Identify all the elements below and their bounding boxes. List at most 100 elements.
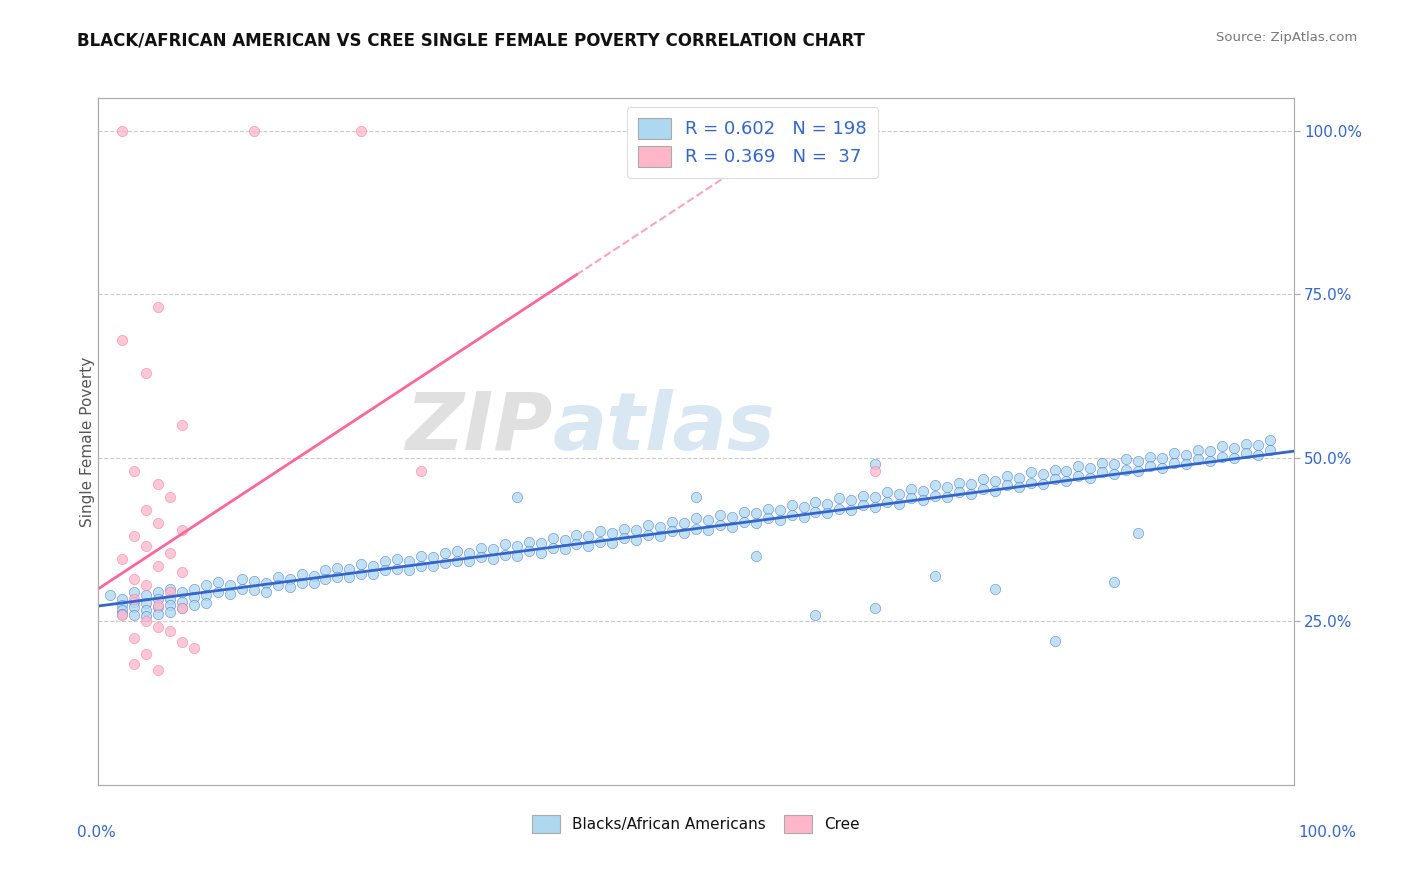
- Point: [363, 567, 385, 582]
- Point: [924, 568, 946, 582]
- Point: [554, 533, 576, 547]
- Point: [1163, 445, 1185, 459]
- Point: [481, 542, 505, 557]
- Point: [697, 523, 720, 537]
- Point: [278, 581, 301, 595]
- Point: [1258, 443, 1281, 458]
- Point: [243, 582, 266, 597]
- Point: [554, 542, 576, 557]
- Point: [1211, 450, 1233, 464]
- Point: [865, 500, 887, 514]
- Point: [111, 333, 134, 347]
- Point: [1043, 634, 1066, 648]
- Point: [363, 558, 385, 573]
- Point: [159, 585, 181, 599]
- Point: [243, 124, 266, 138]
- Point: [530, 536, 553, 550]
- Point: [111, 552, 134, 566]
- Point: [254, 576, 277, 591]
- Point: [530, 546, 553, 560]
- Point: [924, 478, 946, 492]
- Point: [995, 469, 1018, 483]
- Point: [159, 591, 181, 606]
- Text: 100.0%: 100.0%: [1299, 825, 1357, 840]
- Point: [1258, 433, 1281, 447]
- Point: [685, 490, 707, 504]
- Legend: Blacks/African Americans, Cree: Blacks/African Americans, Cree: [526, 809, 866, 839]
- Point: [673, 526, 696, 541]
- Point: [183, 582, 205, 596]
- Point: [697, 513, 720, 527]
- Point: [124, 464, 146, 478]
- Point: [1008, 470, 1031, 484]
- Point: [350, 124, 373, 138]
- Point: [589, 524, 612, 538]
- Point: [231, 582, 253, 596]
- Point: [626, 523, 648, 537]
- Point: [135, 596, 157, 610]
- Point: [960, 487, 983, 501]
- Point: [1234, 445, 1257, 459]
- Point: [124, 607, 146, 622]
- Point: [291, 567, 314, 582]
- Point: [124, 591, 146, 606]
- Point: [745, 549, 768, 563]
- Point: [267, 570, 290, 584]
- Point: [948, 484, 970, 499]
- Point: [159, 490, 181, 504]
- Point: [385, 562, 409, 576]
- Point: [422, 550, 444, 565]
- Point: [195, 578, 218, 592]
- Point: [172, 566, 194, 580]
- Point: [613, 531, 636, 545]
- Point: [745, 507, 768, 521]
- Point: [111, 598, 134, 612]
- Point: [124, 529, 146, 543]
- Point: [398, 563, 420, 577]
- Point: [972, 472, 994, 486]
- Point: [745, 516, 768, 531]
- Point: [589, 534, 612, 549]
- Point: [648, 529, 672, 543]
- Point: [124, 572, 146, 586]
- Point: [984, 483, 1007, 498]
- Point: [936, 480, 959, 494]
- Point: [148, 301, 170, 315]
- Point: [183, 640, 205, 655]
- Point: [1128, 464, 1150, 478]
- Point: [1139, 458, 1161, 473]
- Point: [1067, 469, 1090, 483]
- Point: [422, 558, 444, 573]
- Point: [231, 572, 253, 586]
- Text: 0.0%: 0.0%: [77, 825, 117, 840]
- Point: [124, 585, 146, 599]
- Point: [267, 578, 290, 592]
- Point: [648, 519, 672, 533]
- Point: [1104, 575, 1126, 590]
- Point: [1152, 460, 1174, 475]
- Point: [1104, 467, 1126, 482]
- Point: [1211, 439, 1233, 453]
- Point: [148, 620, 170, 634]
- Point: [1032, 477, 1054, 491]
- Point: [470, 550, 492, 565]
- Point: [1163, 456, 1185, 470]
- Point: [172, 635, 194, 649]
- Point: [111, 607, 134, 621]
- Point: [159, 624, 181, 639]
- Point: [780, 498, 803, 512]
- Point: [494, 537, 516, 551]
- Point: [148, 558, 170, 573]
- Point: [793, 500, 815, 514]
- Point: [243, 574, 266, 588]
- Point: [1139, 450, 1161, 464]
- Point: [541, 541, 564, 556]
- Point: [148, 598, 170, 612]
- Point: [183, 598, 205, 612]
- Text: Source: ZipAtlas.com: Source: ZipAtlas.com: [1216, 31, 1357, 45]
- Point: [804, 504, 827, 518]
- Point: [721, 519, 744, 533]
- Point: [995, 478, 1018, 492]
- Point: [148, 664, 170, 678]
- Point: [517, 534, 540, 549]
